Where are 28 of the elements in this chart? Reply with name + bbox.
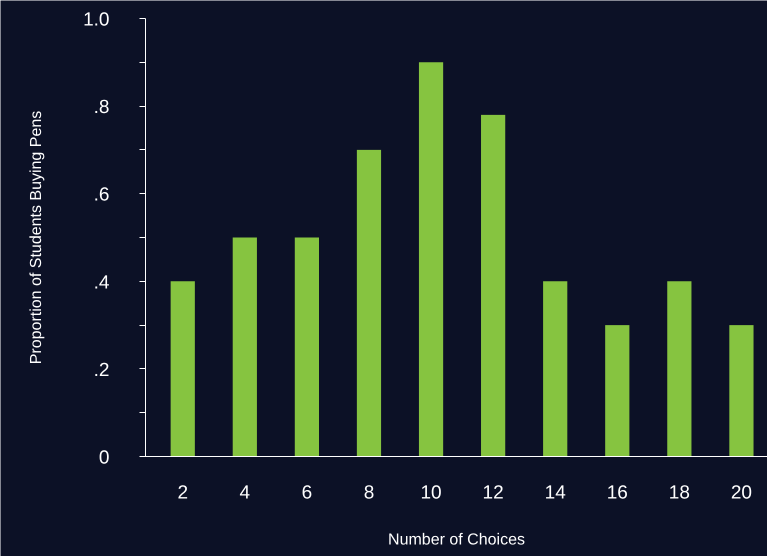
x-tick-label: 20: [730, 482, 752, 504]
bar: [543, 281, 568, 456]
x-tick-label: 8: [364, 482, 374, 504]
bar: [481, 114, 506, 456]
x-tick-label: 12: [482, 482, 504, 504]
y-axis-title: Proportion of Students Buying Pens: [28, 110, 46, 364]
bar: [356, 150, 382, 456]
bar: [294, 238, 319, 456]
x-tick-label: 2: [177, 482, 188, 504]
bar: [170, 281, 195, 456]
x-axis-title: Number of Choices: [388, 532, 525, 548]
x-tick-label: 16: [606, 482, 628, 504]
y-tick-label: 0: [98, 448, 110, 468]
x-tick-label: 4: [240, 482, 251, 504]
x-tick-label: 18: [668, 482, 690, 504]
x-tick-label: 14: [544, 482, 566, 504]
x-tick-label: 10: [420, 482, 442, 504]
bar: [605, 325, 630, 456]
y-tick-label: 1.0: [83, 10, 110, 30]
bar: [667, 281, 692, 456]
y-tick-label: .6: [94, 184, 110, 206]
x-tick-label: 6: [302, 482, 312, 504]
bar: [729, 325, 754, 456]
bar: [232, 238, 257, 456]
bar: [418, 62, 444, 456]
y-tick-label: .2: [94, 360, 110, 381]
y-tick-label: .4: [94, 272, 110, 294]
y-tick-label: .8: [94, 97, 110, 118]
